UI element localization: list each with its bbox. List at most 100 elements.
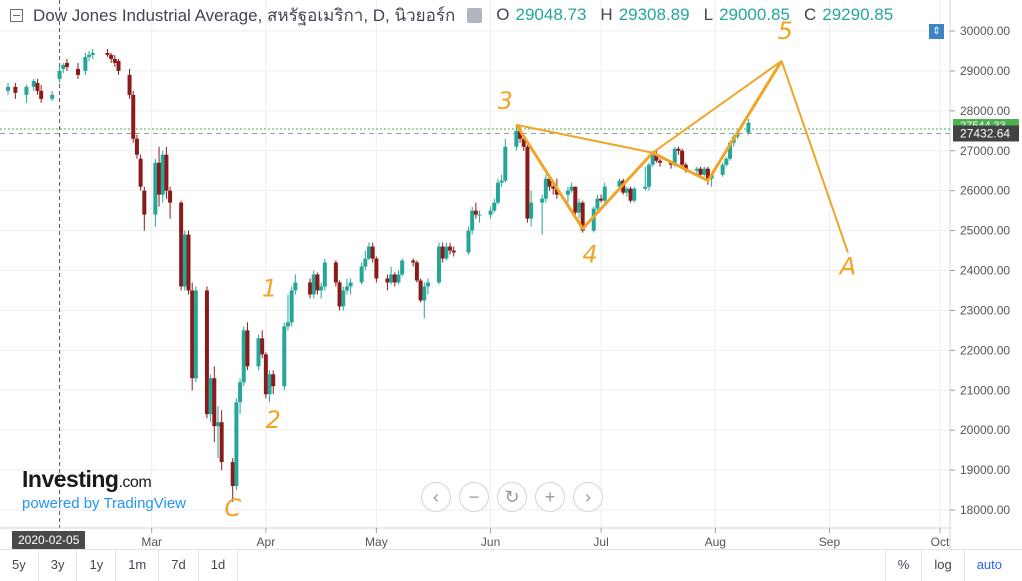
period-1m[interactable]: 1m [116, 550, 160, 581]
high-value: 29308.89 [618, 5, 690, 24]
candle [448, 242, 453, 255]
percent-scale-button[interactable]: % [884, 550, 922, 581]
candle [514, 126, 519, 151]
candle-body [451, 250, 456, 253]
candle [35, 78, 40, 95]
candle [267, 370, 272, 403]
log-scale-button[interactable]: log [921, 550, 963, 581]
candle-body [595, 198, 600, 209]
candle [628, 186, 633, 203]
collapse-icon[interactable] [10, 8, 23, 22]
candle-body [437, 246, 442, 283]
candle [396, 270, 401, 285]
candle [157, 146, 162, 207]
candle-body [190, 290, 195, 379]
candle-body [319, 286, 324, 291]
candle-body [370, 246, 375, 259]
candle [212, 366, 217, 443]
candle-body [396, 274, 401, 283]
candle [293, 274, 298, 295]
candle-body [153, 162, 158, 215]
period-7d[interactable]: 7d [159, 550, 199, 581]
last-price-badge [953, 125, 1019, 142]
candle-body [289, 290, 294, 323]
price-axis-bg [950, 0, 1022, 549]
time-tick-label: Oct [931, 535, 950, 549]
candle [414, 260, 419, 283]
candle [153, 158, 158, 227]
candle [186, 230, 191, 295]
candle [282, 322, 287, 391]
candle [168, 186, 173, 219]
candle [437, 242, 442, 285]
auto-scale-button[interactable]: auto [963, 550, 1014, 581]
candle [698, 166, 703, 177]
candle [363, 250, 368, 271]
symbol-title: Dow Jones Industrial Average, สหรัฐอเมริ… [33, 5, 456, 25]
candle [319, 282, 324, 299]
candle [230, 458, 235, 503]
candle-body [182, 234, 187, 287]
candle [624, 186, 629, 197]
candle-body [50, 94, 55, 99]
candle-body [308, 282, 313, 295]
reset-icon[interactable]: ↻ [497, 482, 527, 512]
zoom-out-icon[interactable]: − [459, 482, 489, 512]
candle-body [208, 378, 213, 415]
candle [425, 278, 430, 295]
candle [680, 148, 685, 167]
candle-body [477, 214, 482, 216]
price-axis[interactable]: 30000.00 29000.00 28000.00 27000.00 26000.00… [949, 0, 1022, 549]
time-tick-label: Apr [257, 535, 276, 549]
scale-mode-icon[interactable]: ⇕ [929, 24, 944, 39]
candle-body [473, 210, 478, 215]
candle-body [315, 274, 320, 291]
candle [599, 194, 604, 203]
period-3y[interactable]: 3y [39, 550, 78, 581]
period-5y[interactable]: 5y [0, 550, 39, 581]
candle-body [470, 210, 475, 231]
candle-body [389, 274, 394, 283]
candle-body [116, 60, 121, 71]
candle-body [31, 80, 36, 87]
candle-body [543, 178, 548, 199]
candle [90, 48, 95, 59]
candle [142, 186, 147, 231]
candle-body [367, 246, 372, 259]
price-tick-label: 28000.00 [960, 104, 1010, 118]
scale-options: % log auto [884, 550, 1014, 581]
candle-body [529, 202, 534, 219]
candle [348, 278, 353, 295]
candle [13, 82, 18, 99]
price-tick-label: 25000.00 [960, 224, 1010, 238]
candle [50, 90, 55, 101]
wave-label: 1 [262, 274, 277, 302]
elliott-wave-drawing[interactable]: 1 2 3 4 5 C A [224, 17, 856, 522]
candle-body [728, 142, 733, 159]
candle [31, 78, 36, 91]
candle [61, 62, 66, 73]
candle [263, 352, 268, 399]
candle-body [215, 422, 220, 427]
candle-body [720, 164, 725, 175]
candle [473, 202, 478, 219]
candle-body [333, 262, 338, 283]
candle-body [422, 286, 427, 301]
time-axis[interactable]: Mar Apr May Jun Jul Aug Sep Oct [0, 527, 950, 549]
candle [131, 90, 136, 143]
candle-body [746, 122, 751, 133]
chevron-left-icon[interactable]: ‹ [421, 482, 451, 512]
zoom-in-icon[interactable]: + [535, 482, 565, 512]
candle-body [112, 58, 117, 63]
period-1y[interactable]: 1y [77, 550, 117, 581]
candle-body [348, 282, 353, 287]
candle [190, 282, 195, 391]
candle-body [580, 202, 585, 231]
candle [182, 230, 187, 291]
settings-icon[interactable] [467, 7, 483, 23]
chevron-right-icon[interactable]: › [573, 482, 603, 512]
period-1d[interactable]: 1d [199, 550, 239, 581]
candle [333, 260, 338, 287]
candle-body [6, 86, 10, 91]
candle-body [344, 286, 349, 291]
